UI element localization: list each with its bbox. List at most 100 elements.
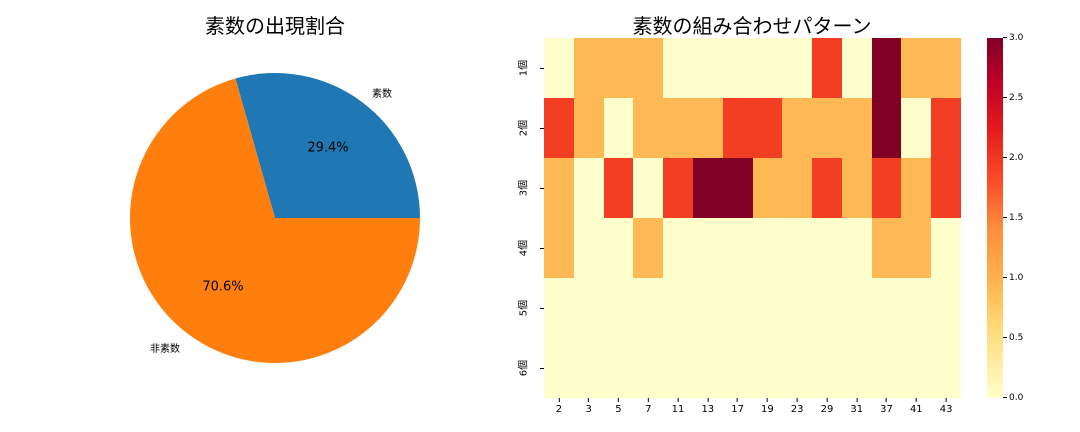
heatmap-cell [603, 278, 634, 338]
heatmap-cell [573, 98, 604, 158]
pie-slice-prime [235, 73, 420, 218]
heatmap-cell [722, 218, 753, 278]
y-tick-mark [540, 308, 544, 309]
x-tick-label: 23 [791, 398, 804, 415]
heatmap-cell [544, 158, 574, 218]
pie-pct-nonprime: 70.6% [202, 279, 244, 295]
x-tick-label: 7 [645, 398, 651, 415]
heatmap-cell [544, 38, 574, 98]
y-tick-label: 6個 [518, 359, 530, 377]
heatmap-cell [573, 38, 604, 98]
y-tick-mark [540, 68, 544, 69]
heatmap-cell [692, 158, 723, 218]
heatmap-cell [752, 158, 783, 218]
heatmap-cell [901, 278, 932, 338]
heatmap-cell [901, 158, 932, 218]
heatmap-cell [544, 278, 574, 338]
heatmap-cell [752, 98, 783, 158]
heatmap-cell [692, 338, 723, 398]
heatmap-cell [901, 98, 932, 158]
heatmap-cell [841, 158, 872, 218]
heatmap-cell [782, 38, 813, 98]
heatmap-cell [871, 158, 902, 218]
heatmap-cell [692, 98, 723, 158]
heatmap-cell [663, 38, 693, 98]
heatmap-cell [871, 98, 902, 158]
x-tick-label: 37 [880, 398, 893, 415]
heatmap-cell [901, 218, 932, 278]
x-tick-label: 19 [761, 398, 774, 415]
y-tick-mark [540, 248, 544, 249]
colorbar-tick-label: 1.0 [1003, 273, 1023, 283]
y-tick-mark [540, 368, 544, 369]
heatmap-cell [663, 158, 693, 218]
heatmap-cell [603, 338, 634, 398]
heatmap-title: 素数の組み合わせパターン [632, 14, 872, 38]
x-tick-label: 41 [910, 398, 923, 415]
heatmap-cell [544, 338, 574, 398]
pie-slice-nonprime [129, 78, 420, 364]
heatmap-cell [663, 218, 693, 278]
pie-pct-prime: 29.4% [307, 140, 349, 156]
colorbar-tick-label: 2.0 [1003, 153, 1023, 163]
heatmap-cell [752, 338, 783, 398]
y-tick-mark [540, 188, 544, 189]
x-tick-label: 43 [940, 398, 952, 415]
heatmap-cell [633, 338, 664, 398]
colorbar-tick-label: 0.0 [1003, 393, 1023, 403]
x-tick-label: 13 [701, 398, 714, 415]
colorbar-tick-label: 1.5 [1003, 213, 1023, 223]
heatmap-cell [841, 338, 872, 398]
heatmap-cell [841, 98, 872, 158]
heatmap-cell [782, 98, 813, 158]
heatmap-cell [573, 338, 604, 398]
heatmap-cell [931, 98, 961, 158]
heatmap-cell [841, 38, 872, 98]
heatmap-cell [901, 338, 932, 398]
heatmap-cell [573, 158, 604, 218]
colorbar-tick-label: 0.5 [1003, 333, 1023, 343]
colorbar-tick-label: 3.0 [1003, 33, 1023, 43]
pie-chart [129, 73, 420, 364]
y-tick-label: 5個 [518, 299, 530, 317]
heatmap-cell [812, 338, 842, 398]
heatmap-cell [603, 218, 634, 278]
heatmap-cell [663, 98, 693, 158]
heatmap-cell [692, 218, 723, 278]
pie-chart-title: 素数の出現割合 [205, 14, 345, 38]
heatmap-cell [633, 38, 664, 98]
y-tick-label: 4個 [518, 239, 530, 257]
x-tick-label: 17 [731, 398, 744, 415]
heatmap-cell [663, 338, 693, 398]
heatmap-cell [871, 218, 902, 278]
heatmap-cell [812, 38, 842, 98]
heatmap-cell [573, 218, 604, 278]
heatmap-grid [544, 38, 961, 398]
x-tick-label: 3 [585, 398, 592, 415]
heatmap-cell [722, 158, 753, 218]
heatmap-cell [841, 278, 872, 338]
heatmap-cell [782, 278, 813, 338]
heatmap-cell [931, 278, 961, 338]
heatmap-cell [603, 98, 634, 158]
heatmap-cell [931, 218, 961, 278]
heatmap-cell [544, 218, 574, 278]
y-tick-label: 1個 [518, 59, 530, 77]
heatmap-cell [871, 338, 902, 398]
x-tick-label: 29 [821, 398, 833, 415]
x-tick-label: 5 [615, 398, 622, 415]
heatmap-cell [633, 98, 664, 158]
heatmap-cell [812, 98, 842, 158]
heatmap-cell [931, 158, 961, 218]
heatmap-cell [573, 278, 604, 338]
heatmap-cell [603, 38, 634, 98]
heatmap-cell [782, 338, 813, 398]
heatmap-cell [752, 278, 783, 338]
heatmap-cell [901, 38, 932, 98]
heatmap-cell [722, 278, 753, 338]
heatmap-cell [871, 278, 902, 338]
x-tick-label: 31 [850, 398, 863, 415]
heatmap-cell [722, 98, 753, 158]
heatmap-cell [633, 158, 664, 218]
pie-label-nonprime: 非素数 [150, 344, 180, 355]
